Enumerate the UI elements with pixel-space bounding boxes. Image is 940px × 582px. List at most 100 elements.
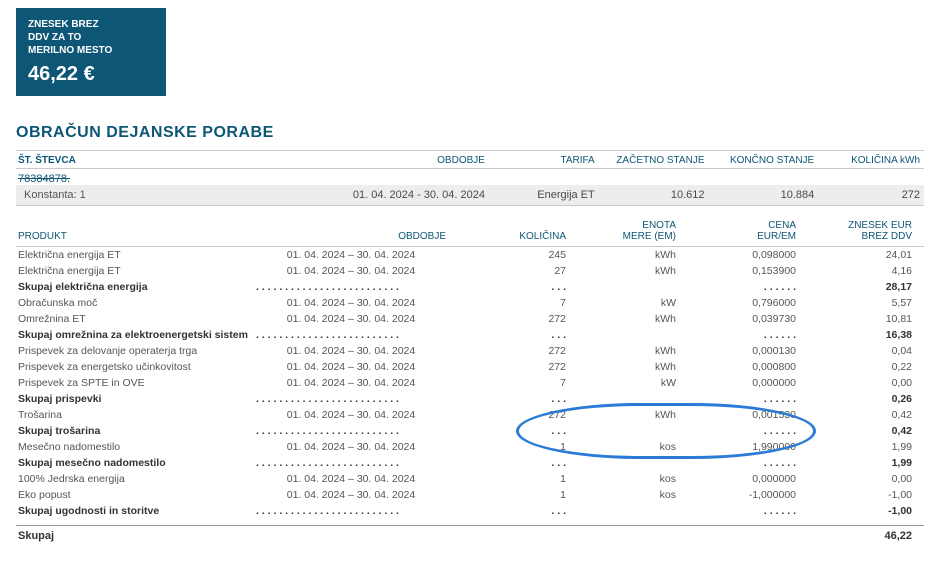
summary-amount: 46,22 € — [28, 63, 154, 86]
cell-qty: 1 — [446, 473, 566, 485]
cell-znesek: 0,42 — [796, 409, 916, 421]
cell-name: Skupaj omrežnina za elektroenergetski si… — [16, 329, 256, 341]
cell-period: 01. 04. 2024 – 30. 04. 2024 — [256, 361, 446, 373]
cell-znesek: 10,81 — [796, 313, 916, 325]
cell-name: Omrežnina ET — [16, 313, 256, 325]
cell-znesek: 0,04 — [796, 345, 916, 357]
meter-koncno: 10.884 — [705, 189, 815, 201]
cell-qty: 245 — [446, 249, 566, 261]
hdr-koncno: KONČNO STANJE — [704, 155, 814, 166]
cell-cena: -1,000000 — [676, 489, 796, 501]
cell-cena: . . . . . . — [676, 393, 796, 405]
cell-em: kos — [566, 473, 676, 485]
cell-em: kos — [566, 489, 676, 501]
cell-name: 100% Jedrska energija — [16, 473, 256, 485]
cell-name: Skupaj trošarina — [16, 425, 256, 437]
total-label: Skupaj — [16, 530, 256, 542]
phdr-znesek: ZNESEK EURBREZ DDV — [796, 220, 916, 242]
cell-znesek: 1,99 — [796, 441, 916, 453]
cell-em: kWh — [566, 345, 676, 357]
cell-znesek: 24,01 — [796, 249, 916, 261]
product-row: Skupaj električna energija. . . . . . . … — [16, 279, 924, 295]
phdr-obdobje: OBDOBJE — [256, 231, 446, 242]
meter-zacetno: 10.612 — [595, 189, 705, 201]
product-row: Skupaj mesečno nadomestilo . . . . . . . … — [16, 455, 924, 471]
cell-cena: 1,990000 — [676, 441, 796, 453]
cell-name: Skupaj mesečno nadomestilo — [16, 457, 256, 469]
cell-period: 01. 04. 2024 – 30. 04. 2024 — [256, 313, 446, 325]
cell-znesek: 0,00 — [796, 473, 916, 485]
hdr-zacetno: ZAČETNO STANJE — [595, 155, 705, 166]
product-row: Skupaj ugodnosti in storitve. . . . . . … — [16, 503, 924, 519]
product-row: Prispevek za energetsko učinkovitost01. … — [16, 359, 924, 375]
cell-qty: 7 — [446, 377, 566, 389]
product-row: Mesečno nadomestilo01. 04. 2024 – 30. 04… — [16, 439, 924, 455]
hdr-obdobje: OBDOBJE — [295, 155, 495, 166]
product-row: Prispevek za SPTE in OVE01. 04. 2024 – 3… — [16, 375, 924, 391]
cell-znesek: -1,00 — [796, 489, 916, 501]
meter-kolicina: 272 — [814, 189, 924, 201]
phdr-produkt: PRODUKT — [16, 231, 256, 242]
cell-cena: . . . . . . — [676, 329, 796, 341]
cell-qty: . . . — [446, 457, 566, 469]
cell-period: 01. 04. 2024 – 30. 04. 2024 — [256, 249, 446, 261]
product-row: Eko popust01. 04. 2024 – 30. 04. 20241ko… — [16, 487, 924, 503]
document-root: ZNESEK BREZ DDV ZA TO MERILNO MESTO 46,2… — [16, 8, 924, 542]
phdr-em: ENOTAMERE (EM) — [566, 220, 676, 242]
product-row: Obračunska moč01. 04. 2024 – 30. 04. 202… — [16, 295, 924, 311]
cell-name: Mesečno nadomestilo — [16, 441, 256, 453]
cell-znesek: 4,16 — [796, 265, 916, 277]
cell-period: 01. 04. 2024 – 30. 04. 2024 — [256, 297, 446, 309]
cell-period: 01. 04. 2024 – 30. 04. 2024 — [256, 489, 446, 501]
cell-em: kWh — [566, 313, 676, 325]
cell-cena: . . . . . . — [676, 505, 796, 517]
cell-qty: . . . — [446, 393, 566, 405]
cell-name: Obračunska moč — [16, 297, 256, 309]
cell-em: kWh — [566, 409, 676, 421]
cell-qty: 1 — [446, 489, 566, 501]
cell-period: . . . . . . . . . . . . . . . . . . . . … — [256, 425, 446, 437]
cell-cena: 0,796000 — [676, 297, 796, 309]
hdr-stevca: ŠT. ŠTEVCA — [16, 155, 295, 166]
cell-name: Skupaj prispevki — [16, 393, 256, 405]
product-row: Električna energija ET01. 04. 2024 – 30.… — [16, 247, 924, 263]
summary-box: ZNESEK BREZ DDV ZA TO MERILNO MESTO 46,2… — [16, 8, 166, 96]
meter-header-row: ŠT. ŠTEVCA OBDOBJE TARIFA ZAČETNO STANJE… — [16, 150, 924, 169]
summary-label-2: DDV ZA TO — [28, 31, 154, 44]
cell-period: . . . . . . . . . . . . . . . . . . . . … — [256, 505, 446, 517]
cell-znesek: 0,00 — [796, 377, 916, 389]
cell-period: 01. 04. 2024 – 30. 04. 2024 — [256, 409, 446, 421]
phdr-kolicina: KOLIČINA — [446, 231, 566, 242]
cell-name: Trošarina — [16, 409, 256, 421]
product-row: Skupaj trošarina. . . . . . . . . . . . … — [16, 423, 924, 439]
cell-znesek: 28,17 — [796, 281, 916, 293]
cell-em — [566, 281, 676, 293]
cell-qty: . . . — [446, 425, 566, 437]
cell-cena: . . . . . . — [676, 281, 796, 293]
cell-name: Prispevek za energetsko učinkovitost — [16, 361, 256, 373]
cell-em: kW — [566, 297, 676, 309]
cell-em: kos — [566, 441, 676, 453]
summary-label-1: ZNESEK BREZ — [28, 18, 154, 31]
cell-name: Prispevek za delovanje operaterja trga — [16, 345, 256, 357]
cell-znesek: 0,42 — [796, 425, 916, 437]
cell-period: 01. 04. 2024 – 30. 04. 2024 — [256, 345, 446, 357]
product-row: Omrežnina ET01. 04. 2024 – 30. 04. 20242… — [16, 311, 924, 327]
meter-row-stevca: 78384878. — [16, 169, 924, 185]
cell-cena: 0,001530 — [676, 409, 796, 421]
cell-period: 01. 04. 2024 – 30. 04. 2024 — [256, 377, 446, 389]
cell-em: kWh — [566, 265, 676, 277]
cell-name: Eko popust — [16, 489, 256, 501]
cell-em — [566, 457, 676, 469]
cell-qty: 7 — [446, 297, 566, 309]
cell-cena: . . . . . . — [676, 457, 796, 469]
cell-em: kWh — [566, 249, 676, 261]
total-row: Skupaj 46,22 — [16, 525, 924, 542]
cell-cena: 0,153900 — [676, 265, 796, 277]
cell-cena: 0,000000 — [676, 473, 796, 485]
cell-znesek: -1,00 — [796, 505, 916, 517]
product-row: 100% Jedrska energija01. 04. 2024 – 30. … — [16, 471, 924, 487]
cell-period: . . . . . . . . . . . . . . . . . . . . … — [256, 329, 446, 341]
cell-qty: 1 — [446, 441, 566, 453]
meter-number: 78384878. — [16, 173, 295, 185]
